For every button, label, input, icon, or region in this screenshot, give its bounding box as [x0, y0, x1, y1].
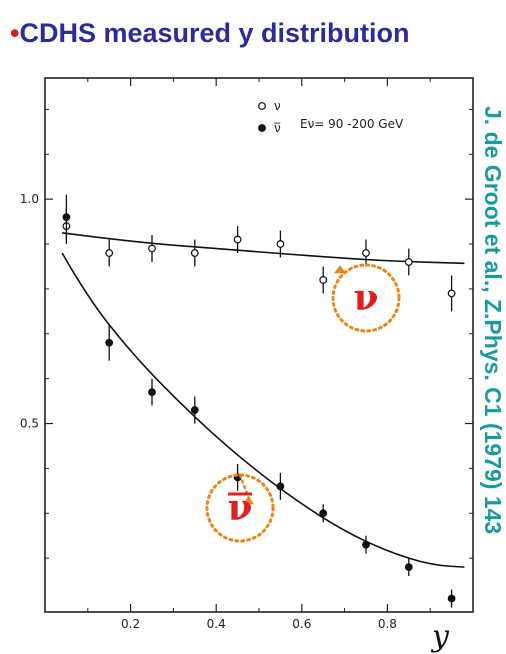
antineutrino-data-point	[404, 563, 413, 572]
x-axis-label: y	[430, 619, 450, 654]
slide-title: •CDHS measured y distribution	[10, 18, 410, 49]
neutrino-highlight-label: ν	[354, 277, 379, 319]
y-tick-label: 0.5	[20, 417, 39, 431]
highlight-arrow-head	[334, 265, 347, 274]
antineutrino-data-point	[105, 338, 114, 347]
highlight-arrow-head	[243, 496, 255, 505]
energy-range-label: Eν= 90 -200 GeV	[300, 117, 404, 131]
x-tick-label: 0.4	[207, 617, 226, 631]
antineutrino-fit-curve	[61, 252, 465, 568]
axis-ticks: 0.2 0.4 0.6 0.8 0.5 1.0	[20, 78, 473, 631]
legend: ν ν̅ Eν= 90 -200 GeV	[258, 99, 404, 135]
data-points	[62, 194, 456, 608]
fit-curves	[61, 232, 465, 568]
antineutrino-data-point	[62, 213, 71, 222]
neutrino-data-point	[319, 276, 328, 284]
antineutrino-data-point	[362, 540, 370, 549]
neutrino-data-point	[362, 249, 370, 257]
y-tick-label: 1.0	[20, 192, 39, 206]
x-tick-label: 0.8	[378, 617, 397, 631]
title-text: CDHS measured y distribution	[19, 18, 410, 48]
antineutrino-data-point	[319, 509, 328, 518]
neutrino-data-point	[233, 235, 242, 244]
legend-filled-marker	[258, 124, 266, 132]
neutrino-data-point	[190, 249, 199, 257]
neutrino-data-point	[447, 289, 456, 298]
antineutrino-data-point	[276, 482, 285, 491]
antineutrino-data-point	[190, 406, 199, 414]
neutrino-highlight-circle	[331, 263, 401, 333]
x-tick-label: 0.6	[292, 617, 311, 631]
neutrino-fit-curve	[62, 232, 465, 265]
legend-open-marker	[258, 102, 266, 110]
legend-label-neutrino: ν	[274, 99, 281, 113]
neutrino-data-point	[276, 240, 285, 248]
neutrino-data-point	[404, 258, 413, 266]
highlight-annotations: νν	[205, 263, 401, 543]
antineutrino-data-point	[447, 594, 456, 603]
x-tick-label: 0.2	[121, 617, 140, 631]
antineutrino-data-point	[148, 388, 156, 397]
legend-label-antineutrino: ν̅	[273, 121, 281, 135]
title-bullet: •	[10, 18, 20, 48]
neutrino-data-point	[105, 249, 114, 257]
neutrino-data-point	[148, 244, 156, 253]
